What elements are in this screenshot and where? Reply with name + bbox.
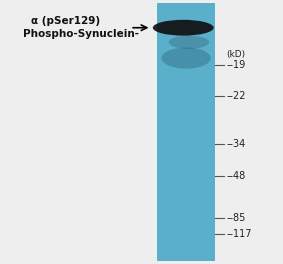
Text: --19: --19 [226, 60, 246, 70]
Ellipse shape [153, 20, 214, 36]
Text: --22: --22 [226, 91, 246, 101]
Text: --34: --34 [226, 139, 246, 149]
Ellipse shape [161, 48, 211, 69]
Text: Phospho-Synuclein-: Phospho-Synuclein- [23, 29, 139, 39]
Bar [157, 3, 215, 261]
Text: --48: --48 [226, 171, 246, 181]
Text: --117: --117 [226, 229, 252, 239]
Ellipse shape [169, 36, 209, 49]
Text: --85: --85 [226, 213, 246, 223]
Text: α (pSer129): α (pSer129) [31, 16, 100, 26]
Text: (kD): (kD) [226, 50, 246, 59]
